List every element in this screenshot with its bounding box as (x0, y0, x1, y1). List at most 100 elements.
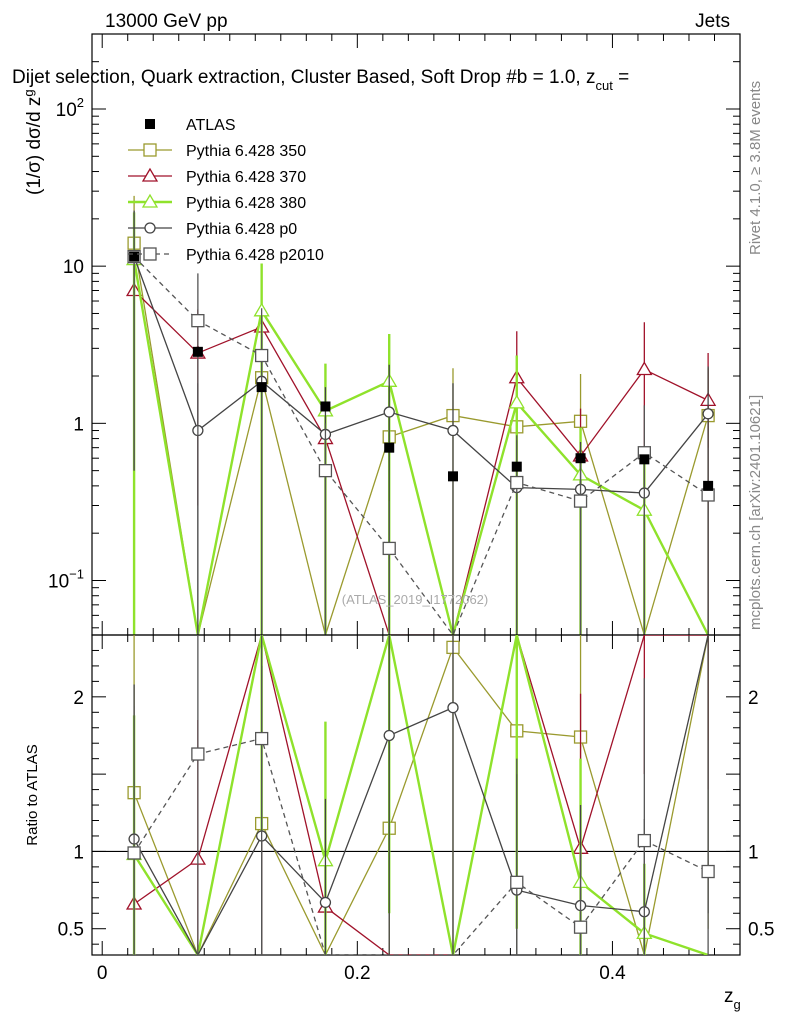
ratio-point (573, 920, 588, 934)
legend-item: Pythia 6.428 380 (128, 193, 306, 212)
plot-title: Dijet selection, Quark extraction, Clust… (12, 67, 629, 93)
watermark: (ATLAS_2019_I1772062) (342, 592, 488, 607)
atlas-point (384, 442, 395, 453)
main-point (382, 541, 396, 556)
xtick-label: 0.4 (599, 963, 626, 984)
atlas-point (256, 382, 267, 393)
ratio-series-3 (125, 635, 709, 955)
ratio-series-5 (127, 635, 715, 955)
legend-item: Pythia 6.428 p2010 (128, 247, 324, 264)
ratio-line (133, 635, 709, 955)
ratio-point (383, 729, 395, 742)
ratio-point (255, 731, 269, 746)
main-ylabel: (1/σ) dσ/d zg (21, 89, 45, 195)
ratio-ytick-label: 2 (73, 688, 84, 709)
atlas-point (447, 471, 458, 482)
plot-title-tail: = (613, 67, 629, 88)
main-series-atlas (129, 251, 714, 491)
ratio-point (447, 702, 459, 714)
legend-label: Pythia 6.428 380 (186, 195, 306, 212)
main-ylabel-text: (1/σ) dσ/d z (24, 97, 45, 195)
ratio-ytick-label: 0.5 (58, 920, 84, 941)
main-point (702, 408, 714, 420)
xtick-label: 0.2 (344, 963, 370, 984)
ratio-ylabel: Ratio to ATLAS (24, 744, 41, 845)
legend-item: Pythia 6.428 p0 (128, 221, 297, 238)
rivet-label: Rivet 4.1.0, ≥ 3.8M events (747, 81, 764, 255)
main-line (132, 259, 710, 635)
main-point (191, 314, 205, 328)
legend-item: Pythia 6.428 370 (128, 167, 306, 186)
ratio-point (319, 896, 332, 909)
ratio-series-1 (127, 635, 709, 955)
ratio-line (133, 635, 709, 955)
main-point (318, 463, 333, 478)
legend: ATLAS Pythia 6.428 350 Pythia 6.428 370 Pyt… (128, 117, 324, 264)
main-point (447, 424, 459, 437)
main-line (133, 290, 709, 635)
xaxis-label-sub: g (734, 997, 741, 1012)
legend-marker (143, 247, 157, 261)
legend-item: ATLAS (145, 117, 236, 134)
atlas-point (511, 461, 522, 472)
legend-label: ATLAS (186, 117, 236, 134)
legend-label: Pythia 6.428 350 (186, 143, 306, 160)
ratio-point (637, 833, 651, 848)
mcplots-label: mcplots.cern.ch [arXiv:2401.10621] (747, 395, 764, 630)
legend-marker (145, 119, 155, 129)
main-ytick-label: 1 (73, 414, 84, 435)
legend-marker (141, 167, 159, 182)
ratio-line (133, 635, 709, 955)
legend-marker (144, 222, 156, 234)
main-point (383, 406, 395, 418)
ratio-point (510, 875, 524, 889)
ratio-series-2 (125, 635, 709, 955)
ratio-ytick-label-right: 0.5 (748, 920, 774, 941)
main-point (255, 348, 269, 363)
atlas-point (575, 453, 586, 464)
legend-label: Pythia 6.428 p0 (186, 221, 297, 238)
atlas-point (320, 401, 331, 412)
main-point (510, 475, 524, 490)
main-line (133, 256, 709, 494)
atlas-point (639, 454, 650, 465)
ratio-panel: 0.5 0.5 1 1 2 2 0 0.2 0.4 (58, 34, 774, 984)
x-ticks: 0 0.2 0.4 (97, 34, 715, 984)
atlas-point (192, 346, 203, 357)
ratio-ytick-label-right: 1 (748, 842, 759, 863)
ratio-line (133, 635, 709, 955)
main-line (133, 243, 709, 635)
category-label: Jets (695, 11, 730, 32)
main-ytick-label: 102 (56, 95, 84, 121)
xaxis-label-text: z (724, 986, 734, 1007)
ratio-ytick-label-right: 2 (748, 688, 759, 709)
legend-marker (143, 143, 157, 157)
legend-marker (141, 193, 159, 208)
main-ytick-label: 10−1 (48, 566, 84, 592)
main-point (508, 394, 525, 409)
main-point (636, 361, 653, 376)
atlas-point (129, 251, 140, 262)
ratio-point (701, 864, 715, 879)
main-panel: 10−1 1 10 102 (48, 33, 741, 636)
energy-label: 13000 GeV pp (105, 11, 228, 32)
ratio-point (191, 747, 205, 761)
legend-label: Pythia 6.428 p2010 (186, 247, 324, 264)
plot-title-sub: cut (595, 78, 613, 93)
main-line (133, 256, 709, 635)
legend-label: Pythia 6.428 370 (186, 169, 306, 186)
ratio-y-ticks: 0.5 0.5 1 1 2 2 (58, 649, 774, 945)
ratio-point (127, 846, 141, 860)
xaxis-label: zg (724, 986, 741, 1012)
main-ylabel-sub: g (21, 89, 36, 96)
atlas-point (703, 480, 714, 491)
main-point (573, 494, 588, 508)
plot-title-main: Dijet selection, Quark extraction, Clust… (12, 67, 595, 88)
main-ytick-label: 10 (63, 257, 84, 278)
legend-item: Pythia 6.428 350 (128, 143, 306, 160)
xtick-label: 0 (97, 963, 108, 984)
main-y-ticks: 10−1 1 10 102 (48, 33, 740, 629)
main-series-5 (127, 210, 715, 635)
ratio-ytick-label: 1 (73, 842, 84, 863)
